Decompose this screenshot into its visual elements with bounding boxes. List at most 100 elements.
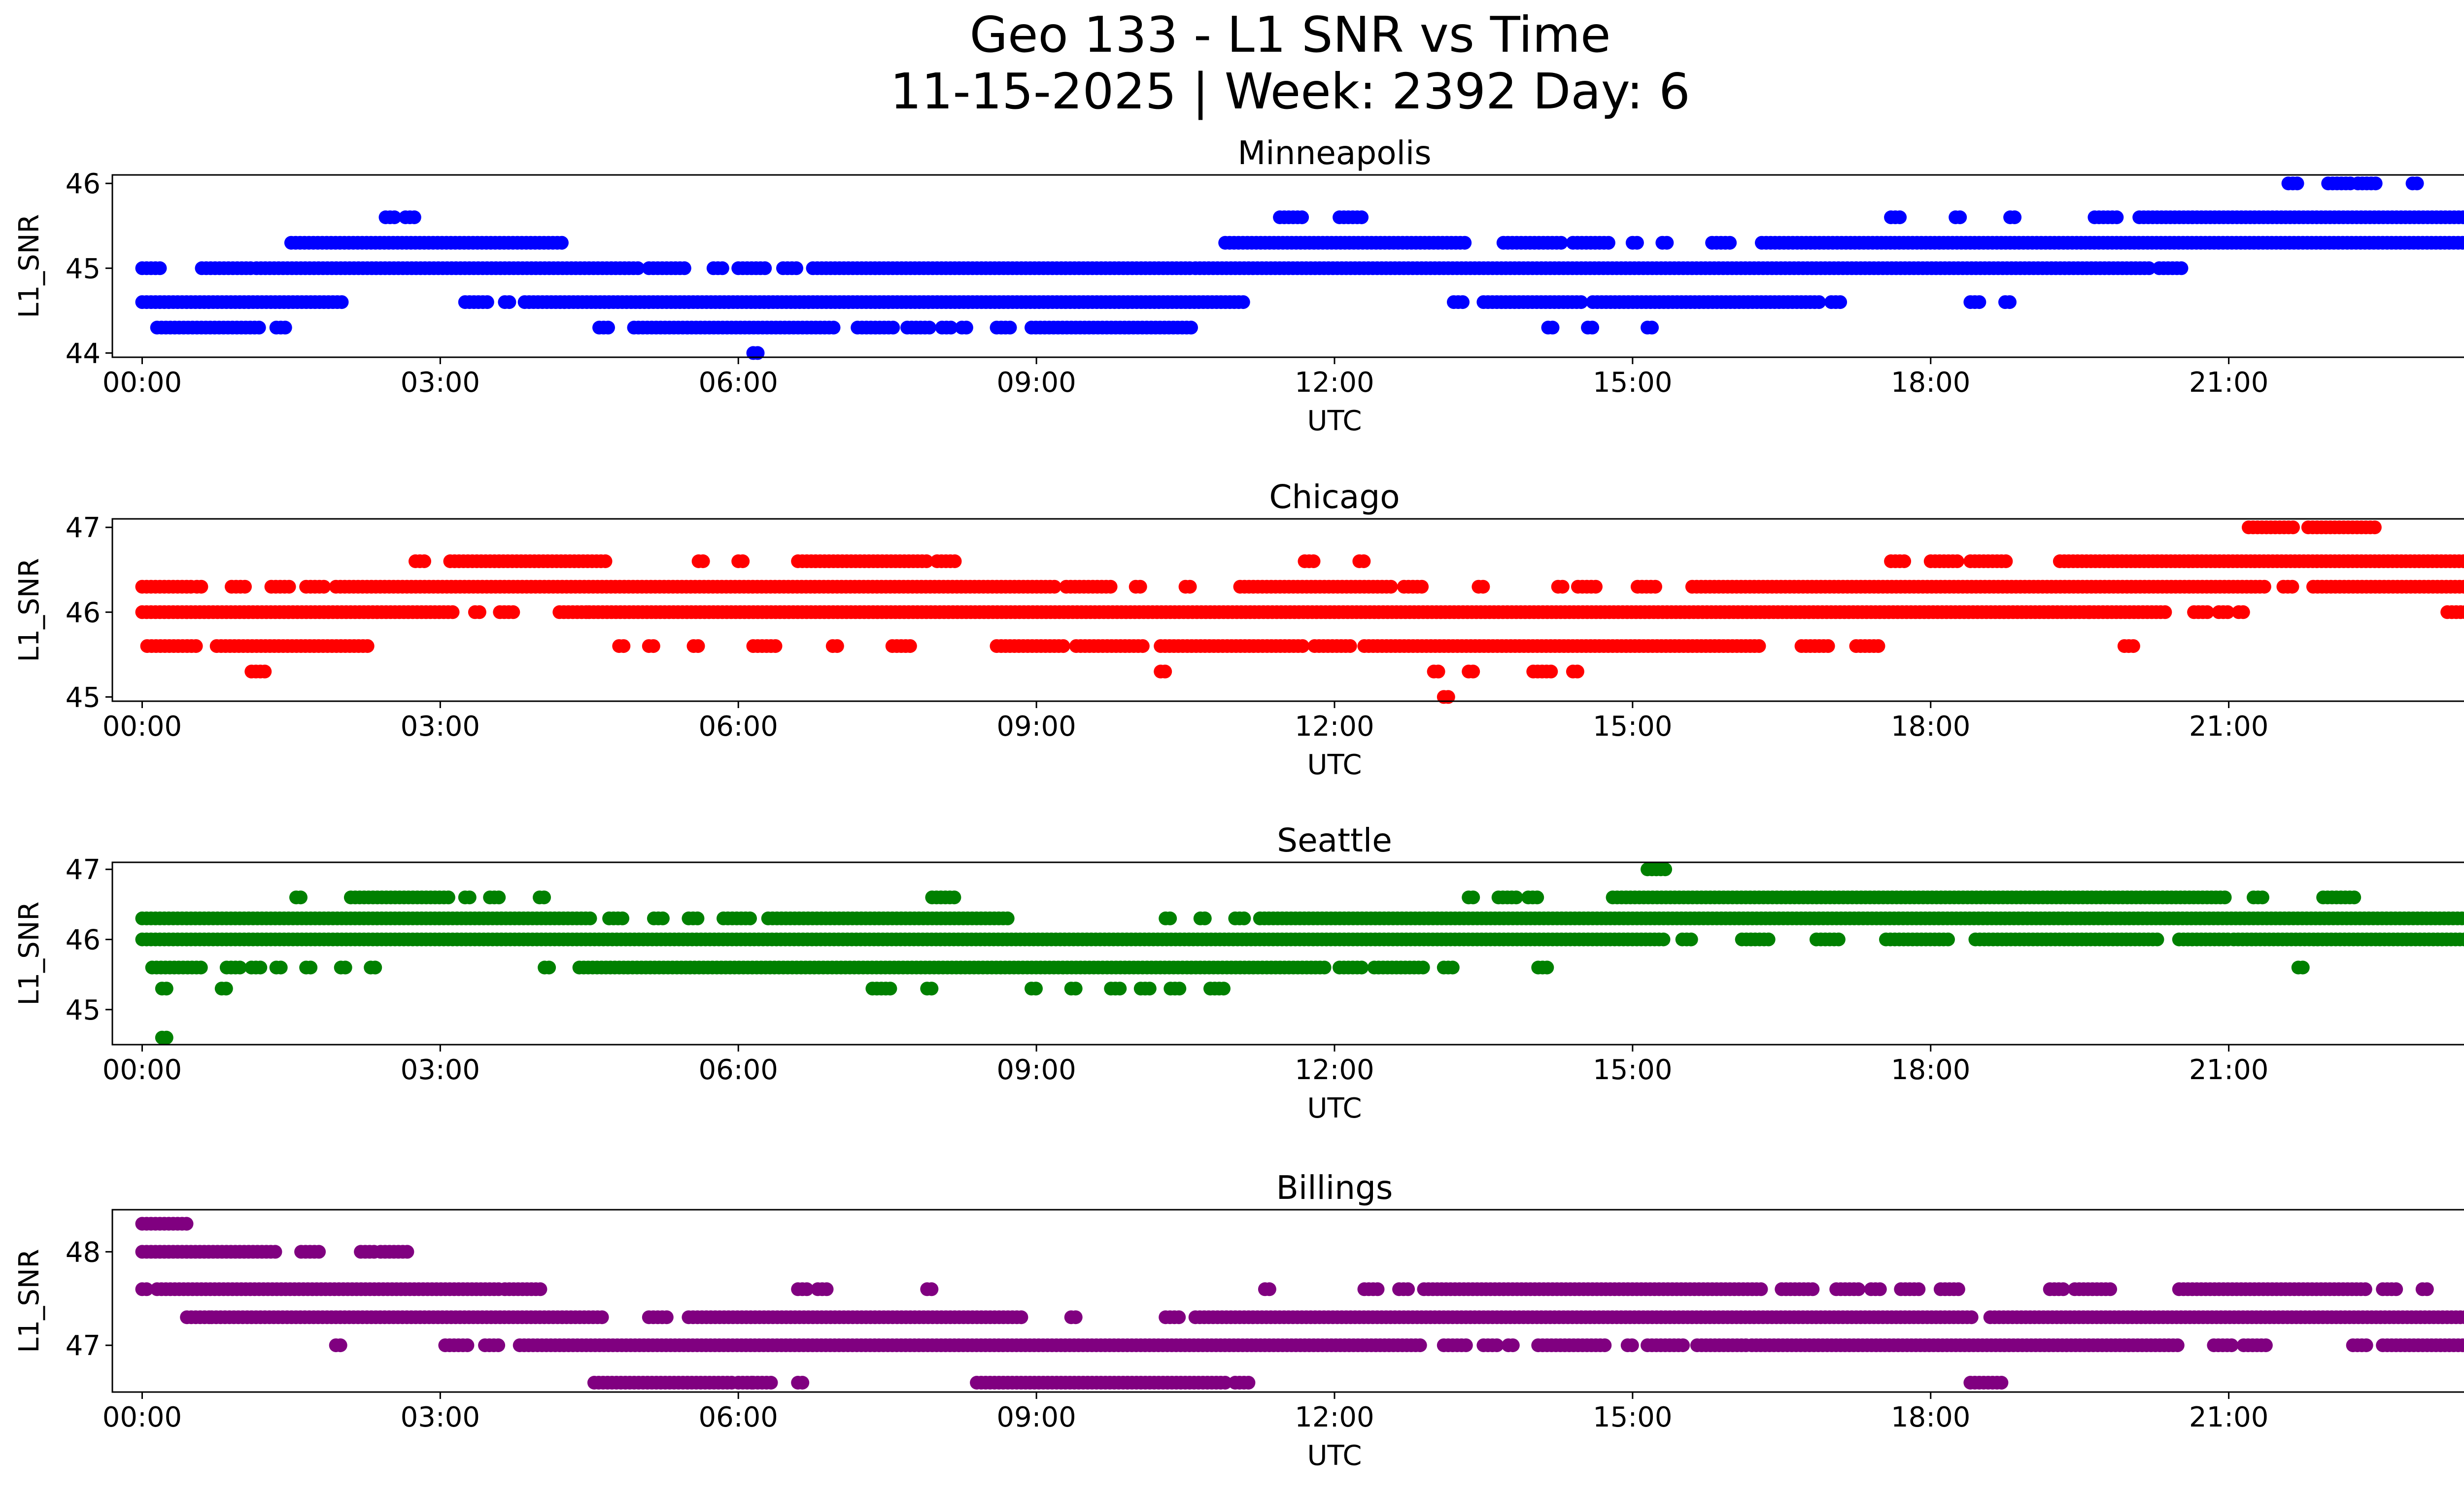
data-point [947, 890, 961, 904]
data-point [1951, 554, 1964, 568]
data-point [1872, 639, 1885, 653]
x-axis-label: UTC [1307, 405, 1362, 437]
data-point [317, 580, 331, 594]
data-point [2110, 210, 2123, 224]
data-point [1217, 982, 1231, 995]
data-point [1530, 890, 1544, 904]
x-tick-label: 06:00 [699, 711, 778, 743]
data-point [1540, 961, 1554, 975]
data-point [1143, 982, 1157, 995]
data-point [1912, 1282, 1925, 1296]
data-point [1897, 554, 1911, 568]
data-point [1343, 639, 1357, 653]
data-point [1136, 639, 1150, 653]
data-point [1684, 933, 1698, 947]
data-point [1001, 912, 1015, 925]
x-tick-label: 12:00 [1295, 711, 1374, 743]
data-point [238, 580, 252, 594]
data-point [1104, 580, 1118, 594]
data-point [1384, 580, 1398, 594]
data-point [1806, 1282, 1819, 1296]
data-point [1198, 912, 1212, 925]
data-point [886, 321, 900, 335]
data-point [2158, 605, 2172, 619]
data-point [1544, 665, 1558, 679]
x-tick-label: 09:00 [996, 367, 1076, 399]
data-point [1851, 1282, 1865, 1296]
data-point [678, 261, 691, 275]
data-point [1295, 210, 1309, 224]
data-point [2389, 1282, 2403, 1296]
data-point [2291, 176, 2304, 190]
data-point [1723, 236, 1737, 250]
data-point [361, 639, 375, 653]
x-tick-label: 06:00 [699, 367, 778, 399]
x-tick-label: 09:00 [996, 711, 1076, 743]
data-point [696, 554, 710, 568]
data-point [442, 890, 455, 904]
data-point [1509, 890, 1523, 904]
x-tick-label: 18:00 [1891, 711, 1970, 743]
data-point [647, 639, 660, 653]
data-point [1401, 1282, 1415, 1296]
data-point [555, 236, 569, 250]
data-point [716, 261, 729, 275]
data-point [463, 890, 477, 904]
data-point [400, 1245, 414, 1259]
x-tick-label: 15:00 [1593, 1054, 1672, 1086]
data-point [1446, 961, 1460, 975]
data-point [827, 321, 841, 335]
data-point [1172, 1310, 1186, 1324]
data-point [1069, 982, 1083, 995]
data-point [2126, 639, 2140, 653]
data-point [312, 1245, 326, 1259]
data-point [194, 580, 208, 594]
data-point [959, 321, 973, 335]
figure-title-line1: Geo 133 - L1 SNR vs Time [970, 6, 1611, 64]
data-point [1972, 295, 1986, 309]
data-point [1029, 982, 1043, 995]
data-point [1754, 1282, 1768, 1296]
y-tick-label: 46 [66, 597, 101, 629]
data-point [2347, 890, 2361, 904]
data-point [160, 1031, 173, 1045]
data-point [446, 605, 460, 619]
data-point [2410, 176, 2424, 190]
subplot-title: Chicago [1269, 478, 1400, 516]
data-point [1263, 1282, 1276, 1296]
data-point [339, 961, 352, 975]
data-point [269, 1245, 282, 1259]
data-point [1466, 890, 1480, 904]
data-point [1296, 639, 1309, 653]
y-tick-label: 46 [66, 924, 101, 956]
data-point [1184, 321, 1198, 335]
data-point [274, 961, 288, 975]
data-point [1951, 1282, 1965, 1296]
data-point [1133, 580, 1147, 594]
data-point [537, 890, 551, 904]
data-point [923, 321, 936, 335]
data-point [1014, 1310, 1028, 1324]
data-point [1318, 961, 1332, 975]
data-point [1832, 933, 1846, 947]
data-point [1236, 295, 1250, 309]
data-point [219, 982, 233, 995]
data-point [1873, 1282, 1887, 1296]
data-point [1416, 961, 1430, 975]
figure-title-line2: 11-15-2025 | Week: 2392 Day: 6 [890, 63, 1690, 120]
data-point [736, 554, 750, 568]
x-tick-label: 15:00 [1593, 711, 1672, 743]
data-point [2296, 961, 2310, 975]
data-point [2369, 176, 2383, 190]
x-tick-label: 09:00 [996, 1054, 1076, 1086]
data-point [2368, 520, 2382, 534]
data-point [1069, 1310, 1083, 1324]
data-point [492, 890, 506, 904]
data-point [601, 321, 615, 335]
data-point [180, 1217, 194, 1231]
data-point [1307, 554, 1321, 568]
data-point [599, 554, 613, 568]
data-point [1355, 210, 1369, 224]
data-point [533, 1282, 547, 1296]
y-tick-label: 45 [66, 994, 101, 1026]
